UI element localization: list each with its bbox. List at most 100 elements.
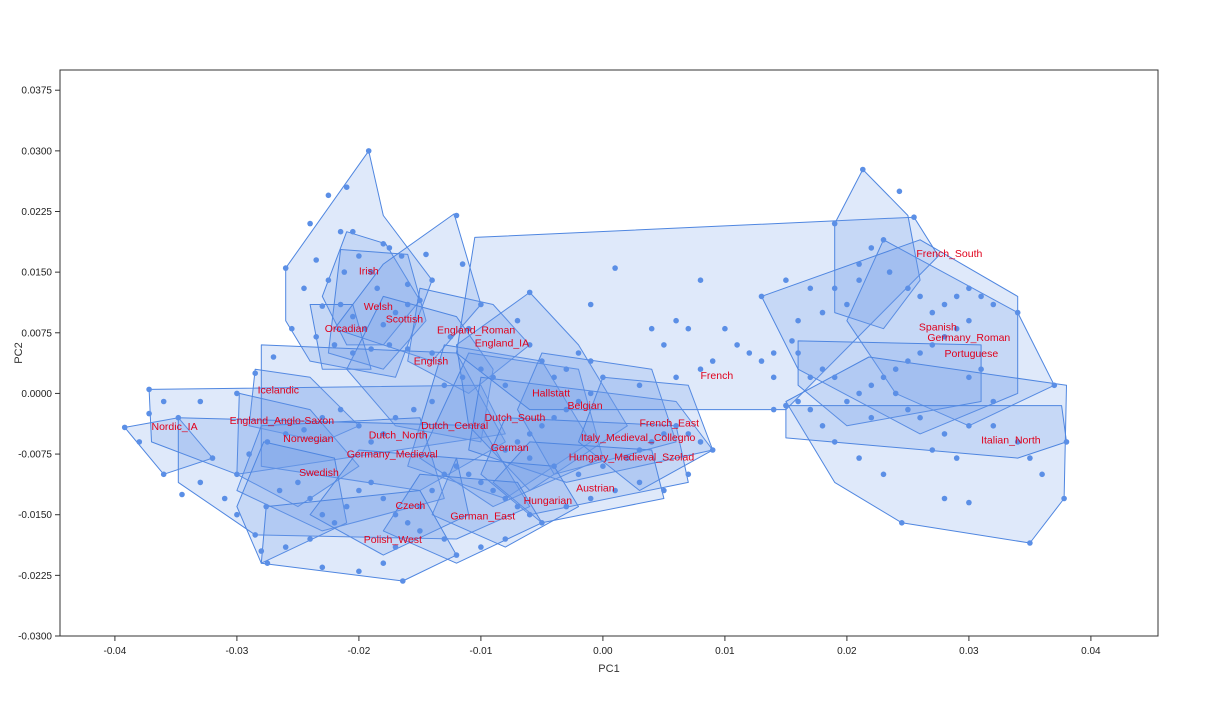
sample-point (331, 520, 338, 526)
sample-point (709, 447, 716, 453)
sample-point (1039, 471, 1045, 478)
sample-point (453, 463, 460, 470)
sample-point (264, 560, 271, 566)
sample-point (831, 439, 838, 445)
sample-point (160, 398, 167, 405)
sample-point (234, 390, 240, 397)
sample-point (263, 503, 270, 510)
sample-point (197, 398, 204, 405)
sample-point (423, 251, 429, 258)
sample-point (587, 301, 594, 308)
population-label: English (414, 355, 449, 367)
sample-point (819, 366, 826, 373)
sample-point (966, 374, 972, 381)
sample-point (307, 220, 313, 227)
x-tick-label: -0.02 (348, 646, 371, 657)
sample-point (209, 455, 216, 461)
sample-point (917, 350, 923, 356)
sample-point (356, 253, 362, 259)
y-axis-title: PC2 (13, 342, 25, 363)
sample-point (252, 532, 258, 538)
sample-point (282, 431, 289, 437)
sample-point (270, 354, 277, 360)
sample-point (453, 212, 460, 219)
sample-point (526, 455, 533, 461)
sample-point (905, 285, 911, 292)
sample-point (722, 325, 728, 332)
sample-point (514, 317, 521, 324)
y-axis-ticks: -0.0300 -0.0225 -0.0150 -0.0075 0.0000 0.0075… (18, 86, 60, 643)
sample-point (860, 166, 866, 173)
sample-point (990, 398, 997, 405)
sample-point (502, 447, 509, 453)
sample-point (892, 366, 899, 373)
sample-point (661, 431, 667, 437)
sample-point (929, 447, 936, 453)
sample-point (429, 277, 435, 284)
sample-point (770, 350, 777, 356)
sample-point (966, 423, 972, 429)
sample-point (319, 303, 326, 309)
sample-point (175, 414, 182, 421)
sample-point (301, 427, 307, 433)
population-label: Spanish (919, 321, 957, 333)
x-tick-label: -0.04 (104, 646, 127, 657)
sample-point (600, 374, 606, 381)
sample-point (325, 192, 332, 199)
sample-point (197, 479, 204, 486)
sample-point (429, 350, 435, 356)
sample-point (831, 374, 838, 381)
sample-point (697, 439, 704, 445)
sample-point (404, 281, 411, 288)
population-label: Norwegian (283, 433, 333, 445)
sample-point (356, 487, 362, 494)
population-label: Germany_Roman (927, 332, 1010, 344)
sample-point (758, 358, 765, 364)
sample-point (896, 188, 903, 195)
sample-point (795, 350, 801, 356)
sample-point (539, 358, 545, 364)
sample-point (856, 261, 862, 267)
sample-point (844, 301, 850, 308)
sample-point (953, 293, 960, 300)
y-tick-label: 0.0150 (21, 268, 52, 279)
hull-layer (124, 150, 1067, 582)
sample-point (966, 317, 972, 324)
sample-point (459, 374, 466, 381)
sample-point (587, 358, 594, 364)
sample-point (380, 495, 387, 502)
sample-point (368, 439, 374, 445)
y-tick-label: -0.0300 (18, 632, 52, 643)
sample-point (758, 293, 765, 300)
sample-point (307, 536, 313, 542)
sample-point (441, 536, 448, 542)
sample-point (453, 552, 460, 558)
sample-point (868, 414, 875, 421)
sample-point (490, 487, 496, 494)
sample-point (526, 289, 533, 296)
sample-point (709, 358, 716, 364)
x-tick-label: -0.03 (226, 646, 249, 657)
x-tick-label: -0.01 (470, 646, 493, 657)
sample-point (795, 398, 801, 405)
sample-point (400, 578, 406, 584)
population-hull (797, 340, 982, 427)
population-label: England_Roman (437, 325, 515, 337)
sample-point (380, 560, 387, 566)
population-label: German_East (450, 511, 515, 523)
sample-point (856, 277, 862, 284)
population-label: French_East (640, 418, 700, 430)
sample-point (770, 406, 777, 413)
population-hull (578, 376, 714, 491)
sample-point (575, 350, 582, 356)
sample-point (429, 398, 435, 405)
sample-point (1014, 309, 1021, 316)
sample-point (911, 214, 917, 220)
x-tick-label: 0.03 (959, 646, 979, 657)
sample-point (478, 544, 484, 550)
plot-frame (59, 69, 1159, 637)
sample-point (490, 374, 496, 381)
sample-point (526, 511, 533, 518)
sample-point (136, 439, 143, 445)
sample-point (783, 277, 789, 284)
